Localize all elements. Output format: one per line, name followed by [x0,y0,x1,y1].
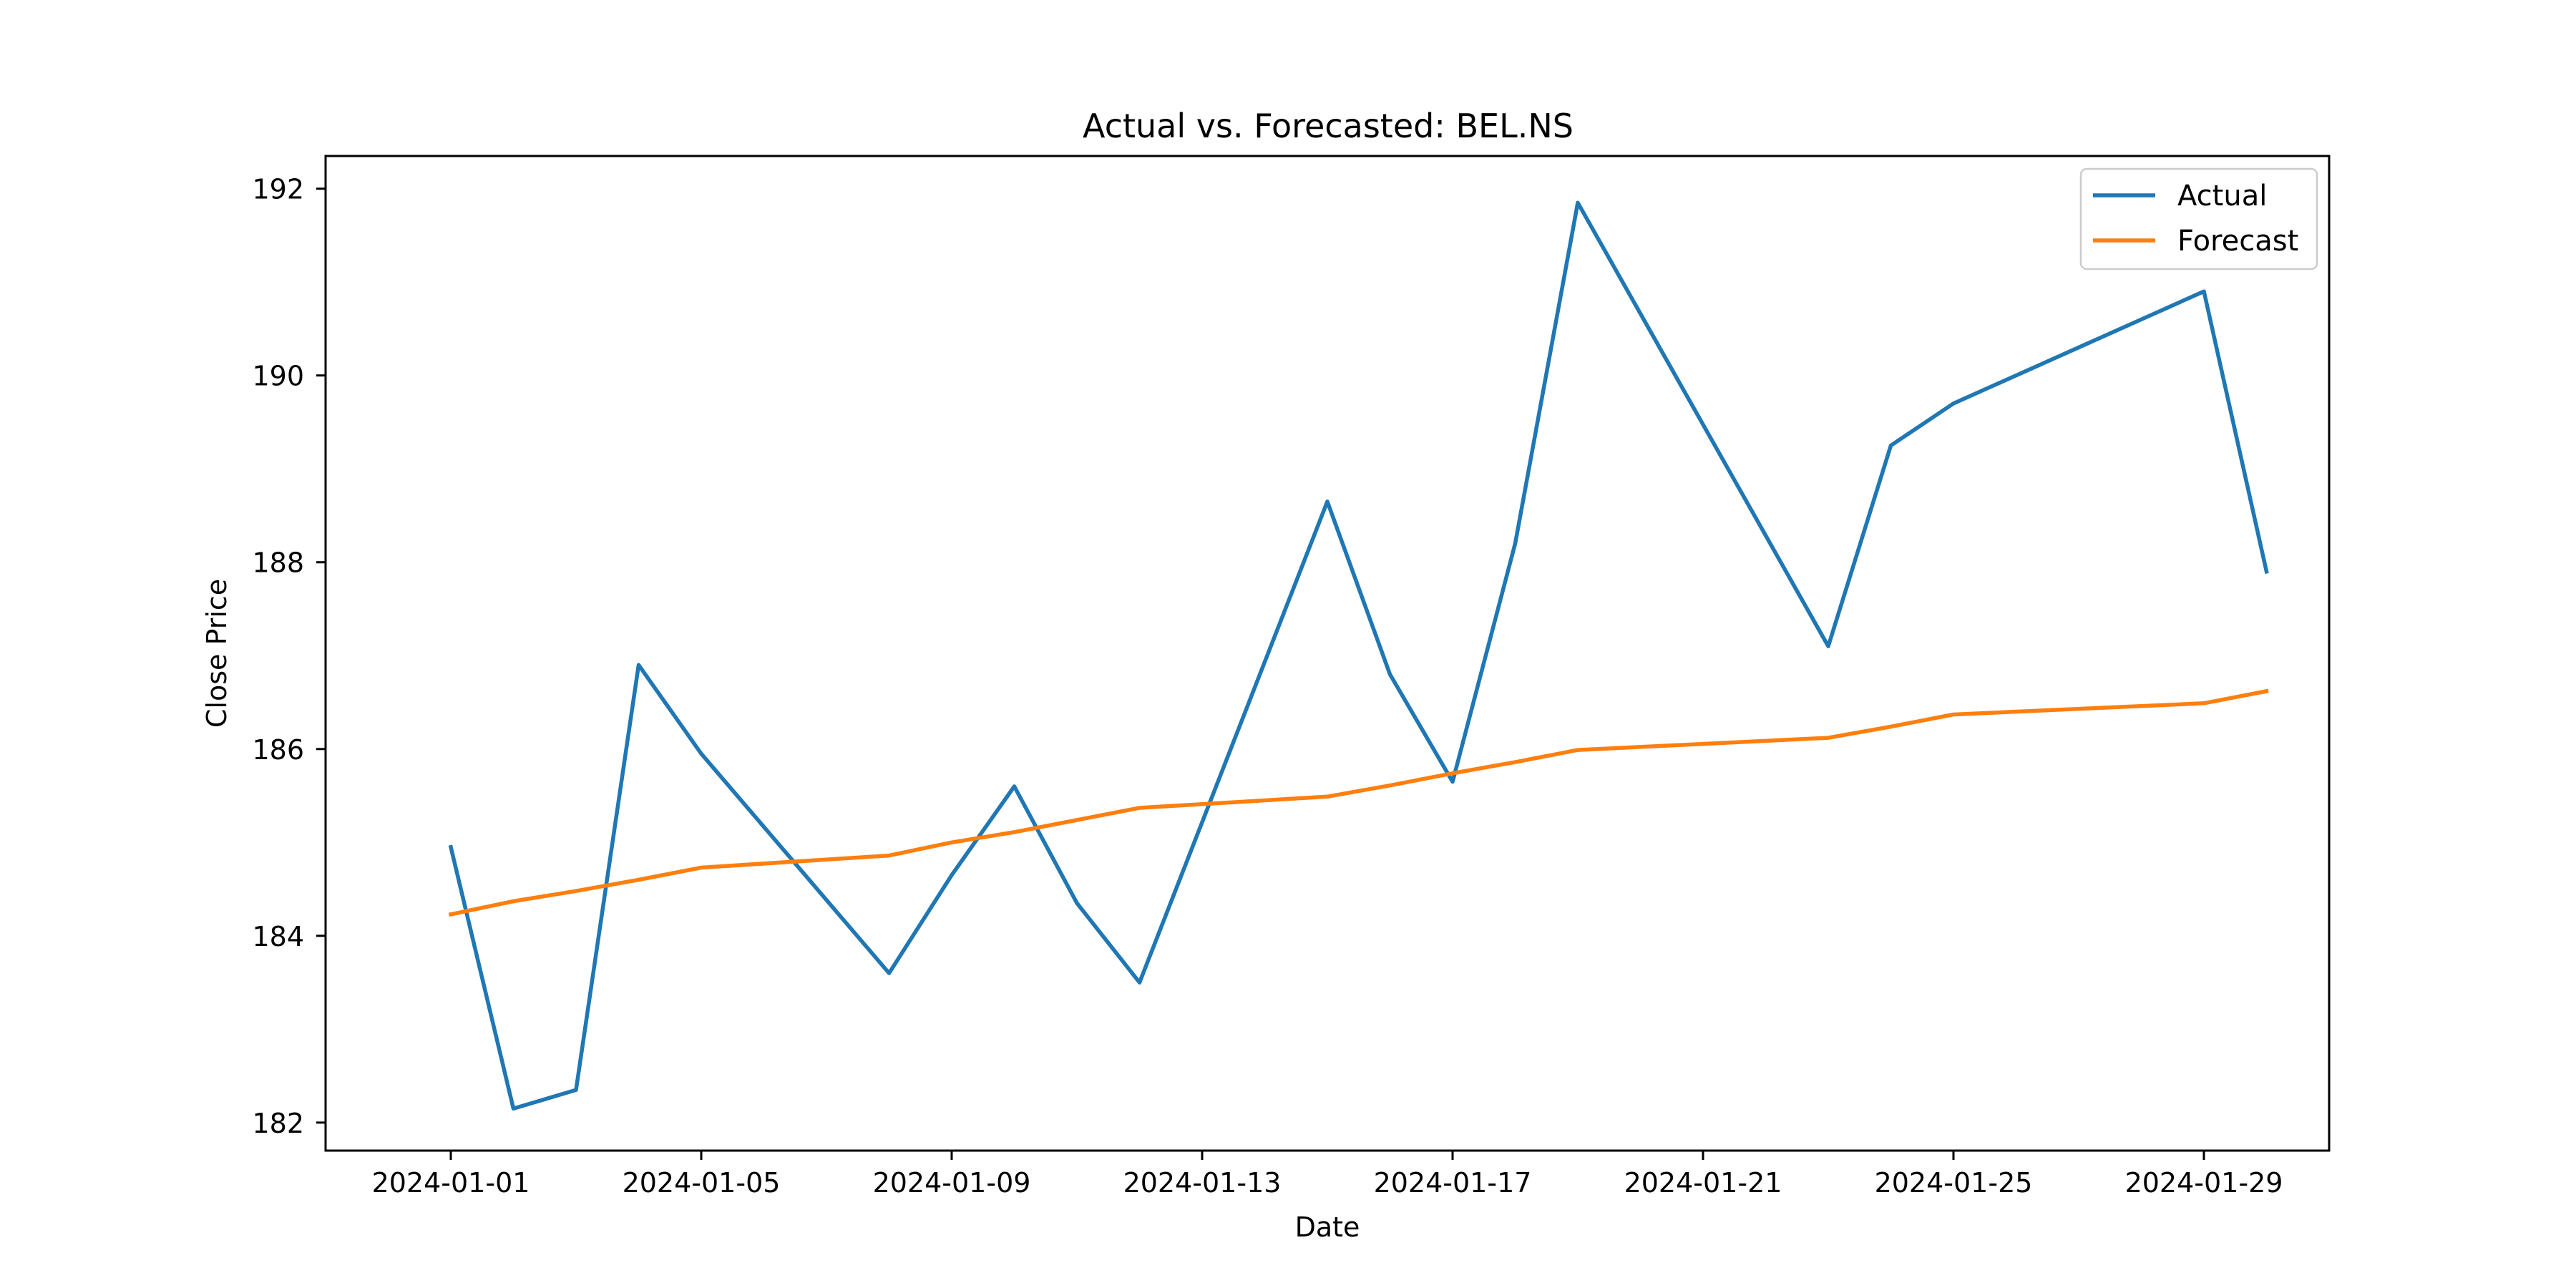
x-tick-label: 2024-01-13 [1123,1167,1282,1199]
series-layer [448,200,2269,1111]
y-tick-label: 188 [252,547,304,579]
x-axis: 2024-01-01 2024-01-05 2024-01-09 2024-01-13… [372,1151,2283,1199]
plot-area [324,155,2331,1152]
y-axis-label: Close Price [201,579,233,728]
chart-title: Actual vs. Forecasted: BEL.NS [1083,107,1574,145]
legend: Actual Forecast [2079,167,2318,270]
y-tick-label: 190 [252,361,304,392]
x-tick-label: 2024-01-25 [1875,1167,2033,1199]
x-tick-label: 2024-01-09 [873,1167,1031,1199]
y-tick-label: 184 [252,921,304,952]
series-line-forecast [448,688,2269,917]
legend-label-forecast: Forecast [2177,225,2298,258]
series-line-actual [448,200,2269,1111]
y-tick-label: 192 [252,174,304,205]
y-axis: 182 184 186 188 190 192 [252,174,326,1139]
x-tick-label: 2024-01-05 [623,1167,781,1199]
x-tick-label: 2024-01-29 [2125,1167,2283,1199]
x-tick-label: 2024-01-17 [1374,1167,1532,1199]
axes-frame [324,155,2331,1152]
y-tick-label: 182 [252,1108,304,1139]
y-tick-label: 186 [252,734,304,766]
x-tick-label: 2024-01-21 [1624,1167,1782,1199]
x-tick-label: 2024-01-01 [372,1167,530,1199]
legend-label-actual: Actual [2177,180,2267,213]
x-axis-label: Date [1295,1211,1360,1243]
